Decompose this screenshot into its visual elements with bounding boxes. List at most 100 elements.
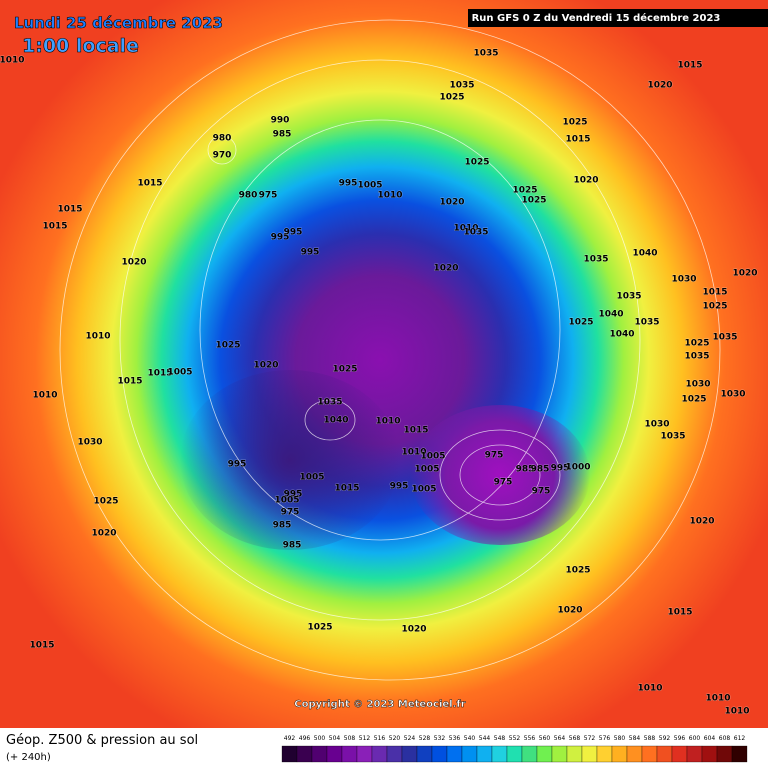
isobar-label: 1025: [439, 93, 464, 103]
legend-title: Géop. Z500 & pression au sol: [6, 733, 198, 748]
scale-cell: [491, 745, 508, 763]
isobar-label: 1010: [724, 707, 749, 717]
scale-cell: [506, 745, 523, 763]
isobar-label: 980: [213, 134, 232, 144]
scale-cell: [326, 745, 343, 763]
isobars: [59, 19, 721, 681]
copyright: Copyright © 2023 Meteociel.fr: [294, 699, 465, 710]
isobar-label: 1005: [414, 465, 439, 475]
scale-label: 572: [584, 735, 596, 742]
isobar-label: 1025: [684, 339, 709, 349]
isobar-label: 975: [494, 478, 513, 488]
scale-cell: [671, 745, 688, 763]
scale-cell: [566, 745, 583, 763]
isobar-label: 1035: [473, 49, 498, 59]
isobar-label: 1025: [702, 302, 727, 312]
scale-label: 492: [284, 735, 296, 742]
scale-cell: [716, 745, 733, 763]
scale-cell: [416, 745, 433, 763]
isobar-label: 995: [271, 233, 290, 243]
scale-label: 540: [464, 735, 476, 742]
isobar-label: 1035: [463, 228, 488, 238]
isobar-label: 1025: [562, 118, 587, 128]
map-background: [0, 0, 768, 728]
run-info: Run GFS 0 Z du Vendredi 15 décembre 2023: [472, 12, 721, 24]
isobar-label: 1020: [647, 81, 672, 91]
forecast-time: 1:00 locale: [22, 35, 139, 57]
isobar-label: 1010: [377, 191, 402, 201]
isobar-label: 1015: [42, 222, 67, 232]
scale-cell: [461, 745, 478, 763]
scale-label: 496: [299, 735, 311, 742]
scale-label: 608: [719, 735, 731, 742]
isobar-label: 1035: [634, 318, 659, 328]
isobar-label: 1035: [660, 432, 685, 442]
scale-label: 500: [314, 735, 326, 742]
isobar-label: 995: [301, 248, 320, 258]
scale-label: 600: [689, 735, 701, 742]
isobar-label: 1010: [453, 224, 478, 234]
scale-cell: [551, 745, 568, 763]
isobar-label: 985: [283, 541, 302, 551]
scale-label: 504: [329, 735, 341, 742]
scale-cell: [446, 745, 463, 763]
scale-label: 592: [659, 735, 671, 742]
isobar-label: 1035: [616, 292, 641, 302]
isobar-label: 970: [213, 151, 232, 161]
isobar-label: 1015: [147, 369, 172, 379]
isobar-label: 1020: [121, 258, 146, 268]
scale-label: 532: [434, 735, 446, 742]
isobar-label: 1025: [307, 623, 332, 633]
isobar-label: 1010: [375, 417, 400, 427]
isobar-label: 1035: [712, 333, 737, 343]
isobar-label: 1025: [521, 196, 546, 206]
isobar-label: 1015: [117, 377, 142, 387]
scale-cell: [731, 745, 748, 763]
scale-cell: [641, 745, 658, 763]
isobar-label: 1010: [85, 332, 110, 342]
isobar-label: 1035: [583, 255, 608, 265]
isobar-label: 1030: [720, 390, 745, 400]
scale-label: 520: [389, 735, 401, 742]
isobar-label: 1040: [632, 249, 657, 259]
isobar-label: 1020: [91, 529, 116, 539]
scale-label: 588: [644, 735, 656, 742]
isobar-label: 1035: [317, 398, 342, 408]
scale-label: 576: [599, 735, 611, 742]
scale-cell: [476, 745, 493, 763]
isobar-label: 1005: [299, 473, 324, 483]
isobar-label: 995: [228, 460, 247, 470]
scale-cell: [656, 745, 673, 763]
low-pressure-zone: [180, 370, 400, 550]
isobar-label: 1030: [77, 438, 102, 448]
isobar-label: 1015: [57, 205, 82, 215]
isobar-label: 990: [271, 116, 290, 126]
isobar-label: 1005: [411, 485, 436, 495]
scale-label: 596: [674, 735, 686, 742]
isobar-label: 1020: [557, 606, 582, 616]
scale-cell: [686, 745, 703, 763]
scale-label: 544: [479, 735, 491, 742]
scale-cell: [281, 745, 298, 763]
isobar-label: 985: [273, 521, 292, 531]
scale-label: 580: [614, 735, 626, 742]
scale-label: 528: [419, 735, 431, 742]
isobar-label: 1020: [732, 269, 757, 279]
scale-label: 612: [734, 735, 746, 742]
isobar-label: 1010: [637, 684, 662, 694]
isobar-label: 1025: [568, 318, 593, 328]
scale-label: 568: [569, 735, 581, 742]
isobar-label: 1015: [565, 135, 590, 145]
isobar-label: 1025: [464, 158, 489, 168]
isobar-label: 1010: [32, 391, 57, 401]
isobar-label: 1015: [29, 641, 54, 651]
isobar-label: 1005: [420, 452, 445, 462]
scale-cell: [371, 745, 388, 763]
isobar-label: 1030: [671, 275, 696, 285]
isobar-label: 1020: [439, 198, 464, 208]
scale-cell: [581, 745, 598, 763]
isobar-label: 995: [390, 482, 409, 492]
scale-cell: [386, 745, 403, 763]
isobar-label: 1005: [167, 368, 192, 378]
isobar-label: 1010: [401, 448, 426, 458]
